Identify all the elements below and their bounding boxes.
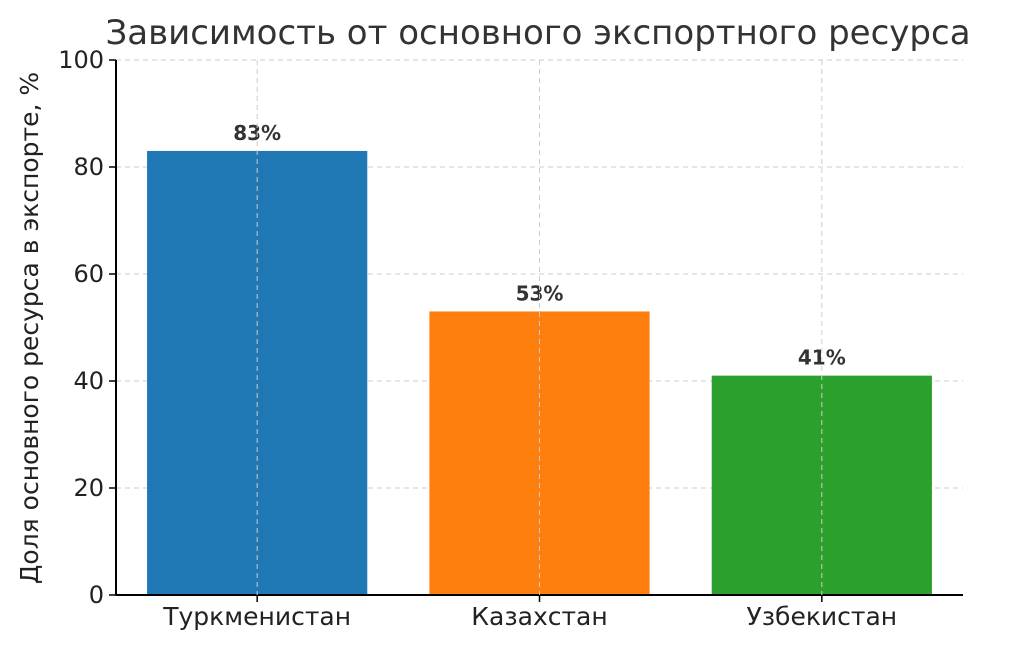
y-axis-ticks: 0 20 40 60 80 100	[58, 46, 116, 609]
y-axis-label: Доля основного ресурса в экспорте, %	[15, 72, 44, 584]
y-tick-label: 40	[73, 367, 104, 395]
y-tick-label: 100	[58, 46, 104, 74]
x-tick-label: Туркменистан	[162, 602, 351, 631]
y-tick-label: 60	[73, 260, 104, 288]
x-tick-label: Узбекистан	[747, 602, 898, 631]
bar	[429, 311, 650, 595]
chart-title: Зависимость от основного экспортного рес…	[105, 13, 970, 53]
y-tick-label: 20	[73, 474, 104, 502]
x-axis-ticks: Туркменистан Казахстан Узбекистан	[162, 595, 897, 631]
x-tick-label: Казахстан	[471, 602, 607, 631]
y-tick-label: 80	[73, 153, 104, 181]
y-tick-label: 0	[89, 581, 104, 609]
